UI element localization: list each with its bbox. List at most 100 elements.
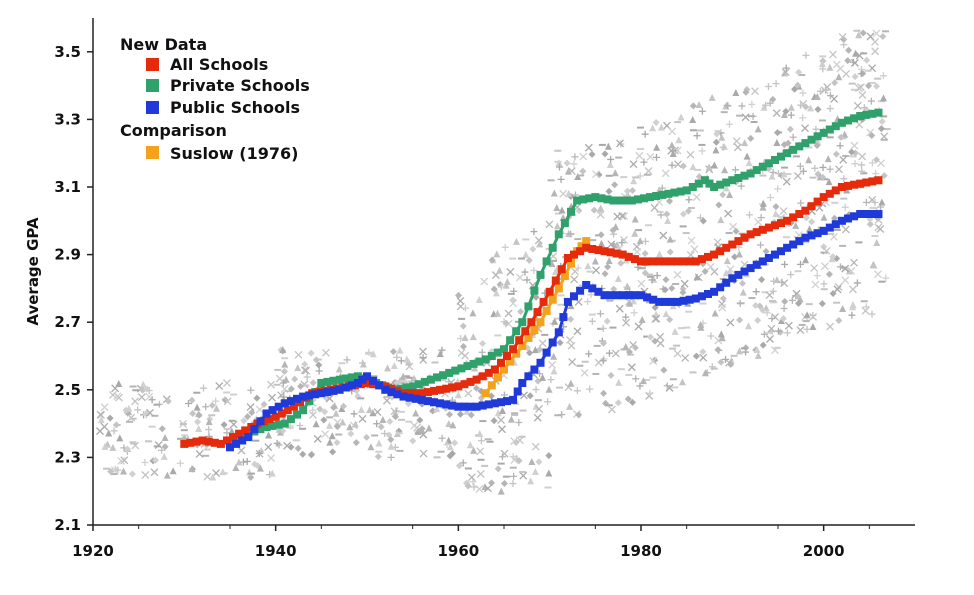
background-scatter-point <box>689 129 697 132</box>
series-point <box>801 233 810 242</box>
background-scatter-point <box>620 348 628 351</box>
background-scatter-point <box>668 284 676 292</box>
series-point <box>539 297 548 306</box>
background-scatter-point <box>550 367 558 375</box>
series-point <box>831 122 840 131</box>
background-scatter-point <box>615 378 623 386</box>
background-scatter-point <box>821 178 829 181</box>
y-tick-label: 3.5 <box>54 43 81 61</box>
background-scatter-point <box>641 250 649 258</box>
background-scatter-point <box>810 264 819 273</box>
background-scatter-point <box>511 413 519 416</box>
background-scatter-point <box>283 441 292 450</box>
series-point <box>576 286 585 295</box>
background-scatter-point <box>674 121 682 124</box>
background-scatter-point <box>557 175 565 183</box>
background-scatter-point <box>281 357 289 360</box>
background-scatter-point <box>686 150 695 159</box>
background-scatter-point <box>339 418 347 426</box>
background-scatter-point <box>801 124 809 133</box>
background-scatter-point <box>833 285 842 294</box>
background-scatter-point <box>774 185 782 193</box>
background-scatter-point <box>607 405 616 414</box>
background-scatter-point <box>871 199 879 207</box>
background-scatter-point <box>627 363 636 372</box>
background-scatter-point <box>343 356 351 364</box>
background-scatter-point <box>363 433 371 441</box>
series-point <box>329 376 338 385</box>
background-scatter-point <box>574 264 582 272</box>
background-scatter-point <box>868 131 876 139</box>
background-scatter-point <box>814 105 822 113</box>
background-scatter-point <box>358 359 366 367</box>
background-scatter-point <box>673 270 682 279</box>
background-scatter-point <box>134 406 142 414</box>
background-scatter-point <box>529 245 537 253</box>
background-scatter-point <box>849 303 857 311</box>
background-scatter-point <box>866 32 875 41</box>
background-scatter-point <box>795 68 803 76</box>
background-scatter-point <box>470 483 478 491</box>
series-point <box>469 359 478 368</box>
background-scatter-point <box>122 406 130 414</box>
series-point <box>850 180 859 189</box>
background-scatter-point <box>566 402 574 410</box>
background-scatter-point <box>784 321 793 330</box>
background-scatter-point <box>220 421 228 429</box>
background-scatter-point <box>733 246 741 249</box>
series-point <box>844 116 852 125</box>
background-scatter-point <box>404 400 412 408</box>
background-scatter-point <box>335 433 343 436</box>
series-point <box>472 375 481 384</box>
background-scatter-point <box>722 184 730 192</box>
series-point <box>244 433 253 442</box>
background-scatter-point <box>798 323 806 326</box>
series-point <box>652 192 661 200</box>
background-scatter-point <box>722 269 730 277</box>
series-point <box>573 196 582 205</box>
background-scatter-point <box>577 174 585 177</box>
series-point <box>548 243 557 252</box>
background-scatter-point <box>536 370 544 378</box>
background-scatter-point <box>615 304 624 313</box>
series-point <box>268 406 277 415</box>
background-scatter-point <box>553 222 561 230</box>
series-point <box>837 118 846 127</box>
background-scatter-point <box>446 410 454 418</box>
background-scatter-point <box>194 418 202 426</box>
background-scatter-point <box>494 309 502 317</box>
background-scatter-point <box>521 268 529 276</box>
background-scatter-point <box>724 209 733 218</box>
background-scatter-point <box>631 229 639 237</box>
background-scatter-point <box>841 203 849 211</box>
background-scatter-point <box>509 480 517 488</box>
background-scatter-point <box>802 214 810 222</box>
series-point <box>643 293 652 302</box>
background-scatter-point <box>781 68 790 77</box>
background-scatter-point <box>626 348 634 356</box>
series-point <box>682 186 691 195</box>
background-scatter-point <box>636 237 644 245</box>
background-scatter-point <box>247 386 255 394</box>
series-point <box>758 225 767 234</box>
background-scatter-point <box>557 303 565 306</box>
background-scatter-point <box>459 343 467 351</box>
background-scatter-point <box>539 373 547 381</box>
background-scatter-point <box>221 396 229 404</box>
series-point <box>837 183 846 191</box>
background-scatter-point <box>759 203 767 211</box>
background-scatter-point <box>392 413 400 421</box>
background-scatter-point <box>714 346 722 354</box>
background-scatter-point <box>651 337 659 345</box>
background-scatter-point <box>738 102 746 110</box>
background-scatter-point <box>747 134 755 142</box>
background-scatter-point <box>731 166 739 174</box>
background-scatter-point <box>321 348 330 357</box>
background-scatter-point <box>819 55 827 58</box>
series-point <box>283 406 292 415</box>
background-scatter-point <box>571 153 579 161</box>
background-scatter-point <box>472 384 480 392</box>
background-scatter-point <box>235 458 243 466</box>
background-scatter-point <box>525 256 533 264</box>
background-scatter-point <box>652 314 661 323</box>
